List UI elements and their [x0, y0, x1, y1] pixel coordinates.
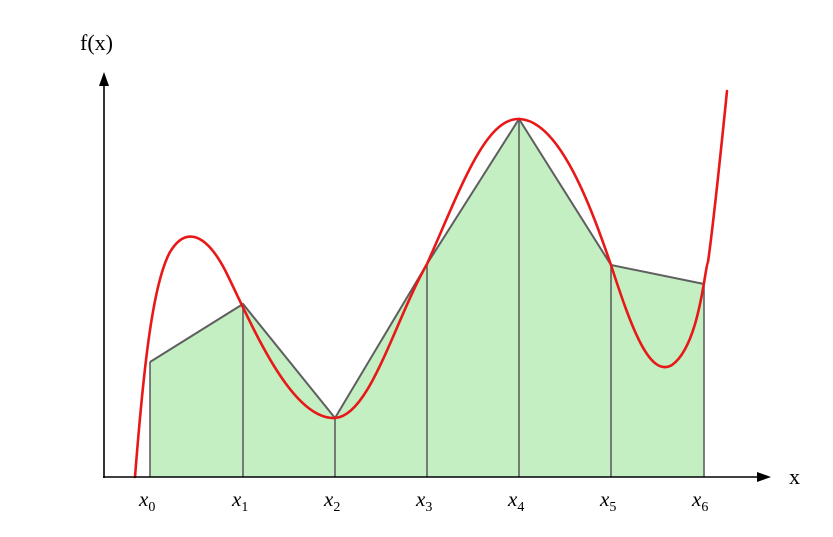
tick-label-x3-sub: 3	[425, 500, 432, 515]
tick-label-x6-base: x	[691, 487, 702, 511]
tick-labels: x0 x1 x2 x3 x4 x5 x6	[138, 487, 708, 515]
y-axis-arrow	[99, 72, 109, 86]
tick-label-x0-base: x	[138, 487, 149, 511]
tick-label-x0-sub: 0	[148, 500, 155, 515]
tick-label-x2-sub: 2	[333, 500, 340, 515]
trapezoid-2	[335, 264, 427, 477]
trapezoid-4	[519, 119, 611, 477]
tick-label-x0: x0	[138, 487, 155, 515]
tick-label-x4-base: x	[507, 487, 518, 511]
tick-label-x6-sub: 6	[701, 500, 708, 515]
trapezoid-1	[243, 304, 335, 477]
tick-label-x1-base: x	[231, 487, 242, 511]
y-axis-label: f(x)	[80, 30, 113, 55]
partition-lines	[149, 119, 705, 477]
tick-label-x6: x6	[691, 487, 708, 515]
trapezoid-0	[150, 304, 243, 477]
tick-label-x3: x3	[415, 487, 432, 515]
trapezoid-areas	[150, 119, 704, 477]
trapezoid-3	[427, 119, 519, 477]
trapezoid-5	[611, 265, 704, 477]
tick-label-x4-sub: 4	[517, 500, 524, 515]
tick-label-x1: x1	[231, 487, 248, 515]
tick-label-x2: x2	[323, 487, 340, 515]
tick-label-x4: x4	[507, 487, 524, 515]
x-axis-label: x	[789, 464, 800, 489]
tick-label-x3-base: x	[415, 487, 426, 511]
function-curve	[133, 89, 729, 479]
tick-label-x1-sub: 1	[241, 500, 248, 515]
axes	[99, 72, 771, 482]
tick-label-x2-base: x	[323, 487, 334, 511]
tick-label-x5-base: x	[599, 487, 610, 511]
tick-label-x5: x5	[599, 487, 616, 515]
tick-label-x5-sub: 5	[609, 500, 616, 515]
x-axis-arrow	[757, 472, 771, 482]
